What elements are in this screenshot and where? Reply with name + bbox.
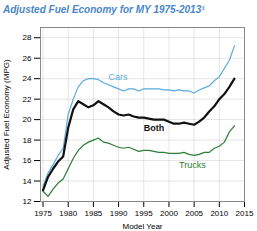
html-text:Adjusted Fuel Economy for MY 1: Adjusted Fuel Economy for MY 1975-2013¹ bbox=[3, 4, 205, 15]
svg-text:Trucks: Trucks bbox=[179, 160, 206, 170]
svg-text:24: 24 bbox=[23, 74, 32, 83]
svg-text:2015: 2015 bbox=[236, 209, 254, 218]
svg-text:Both: Both bbox=[144, 123, 165, 133]
svg-text:1990: 1990 bbox=[110, 209, 128, 218]
svg-text:18: 18 bbox=[23, 136, 32, 145]
svg-text:2010: 2010 bbox=[210, 209, 228, 218]
svg-text:16: 16 bbox=[23, 156, 32, 165]
svg-text:12: 12 bbox=[23, 197, 32, 206]
svg-text:1975: 1975 bbox=[34, 209, 52, 218]
svg-text:22: 22 bbox=[23, 95, 32, 104]
svg-text:1985: 1985 bbox=[84, 209, 102, 218]
svg-text:Model Year: Model Year bbox=[122, 222, 162, 231]
svg-text:2000: 2000 bbox=[160, 209, 178, 218]
svg-text:26: 26 bbox=[23, 54, 32, 63]
svg-text:1995: 1995 bbox=[135, 209, 153, 218]
svg-text:14: 14 bbox=[23, 177, 32, 186]
svg-text:Cars: Cars bbox=[109, 72, 129, 82]
svg-text:20: 20 bbox=[23, 115, 32, 124]
svg-text:28: 28 bbox=[23, 33, 32, 42]
svg-text:Adjusted Fuel Economy (MPG): Adjusted Fuel Economy (MPG) bbox=[2, 59, 11, 170]
svg-text:2005: 2005 bbox=[185, 209, 203, 218]
svg-text:1980: 1980 bbox=[59, 209, 77, 218]
